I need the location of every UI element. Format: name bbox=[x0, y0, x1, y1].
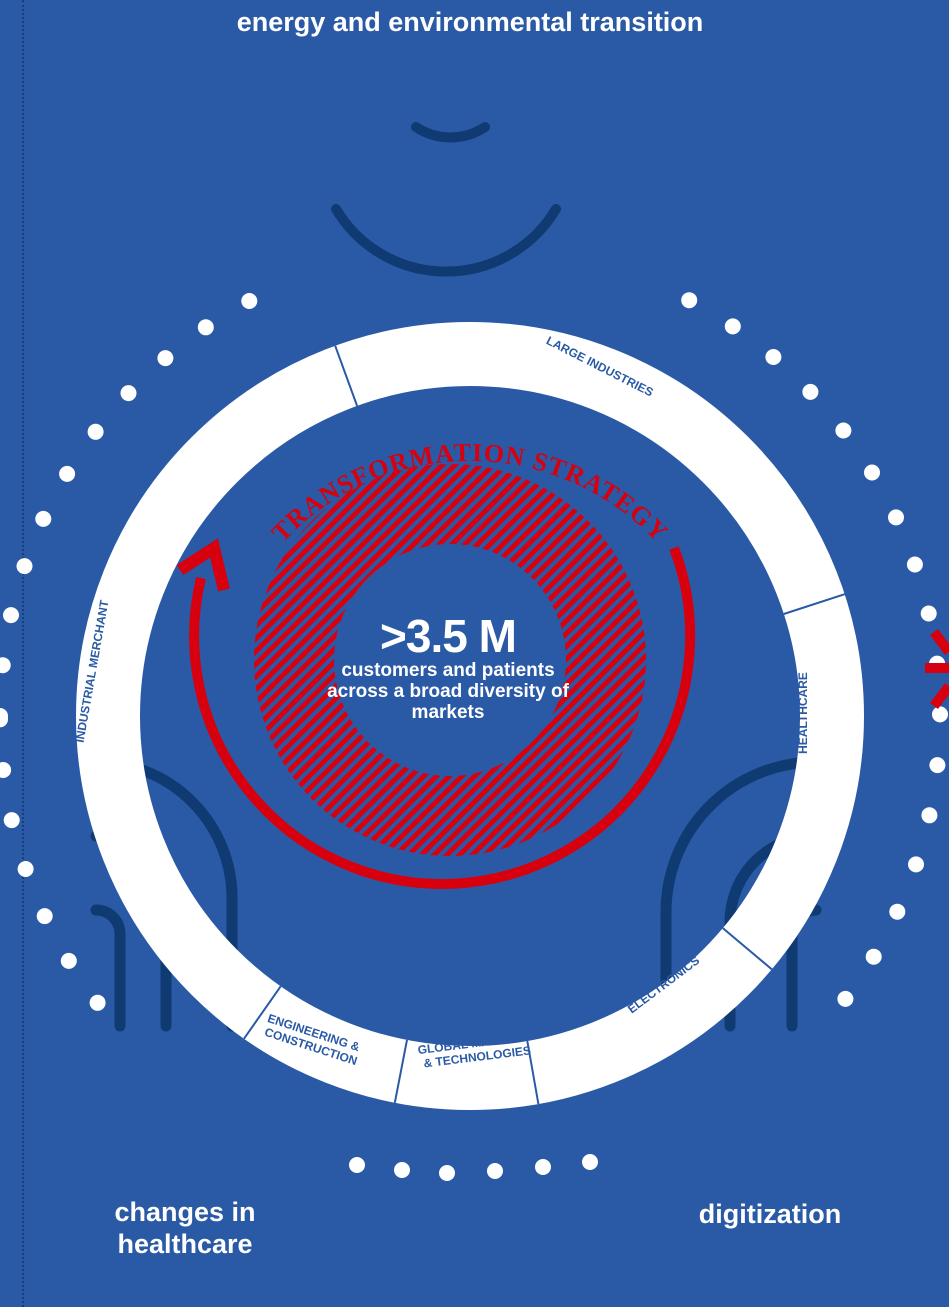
outer-dot bbox=[349, 1157, 365, 1173]
ring-divider bbox=[243, 985, 282, 1040]
market-ring bbox=[76, 322, 864, 1110]
ring-divider bbox=[783, 593, 846, 615]
outer-dot bbox=[681, 292, 698, 309]
outer-dot bbox=[0, 657, 11, 674]
dotted-outer-circle bbox=[0, 292, 948, 1181]
outer-dot bbox=[87, 423, 104, 440]
outer-dot bbox=[864, 464, 880, 481]
outer-dot bbox=[921, 807, 938, 824]
outer-dot bbox=[394, 1162, 410, 1178]
strategy-arrow bbox=[176, 538, 696, 889]
segment-healthcare: HEALTHCARE bbox=[796, 672, 810, 754]
outer-dot bbox=[929, 757, 946, 774]
outer-dot bbox=[932, 706, 948, 723]
outer-dot bbox=[157, 350, 174, 367]
center-stat-value: >3.5 M bbox=[380, 610, 517, 662]
outer-dot bbox=[802, 383, 819, 400]
outer-dot bbox=[89, 994, 106, 1011]
trend-label-digitization: digitization bbox=[698, 1199, 842, 1229]
dotted-divider bbox=[22, 0, 24, 1307]
outer-dot bbox=[16, 558, 33, 575]
trend-label-healthcare: changes in healthcare bbox=[114, 1197, 256, 1259]
outer-dot bbox=[59, 465, 76, 482]
outer-dot bbox=[920, 605, 937, 622]
outer-dot bbox=[908, 856, 924, 873]
signal-waves-top-icon bbox=[331, 122, 561, 277]
outer-dot bbox=[837, 990, 854, 1007]
outer-dot bbox=[120, 385, 137, 402]
outer-dot bbox=[3, 607, 19, 624]
outer-dot bbox=[0, 762, 12, 778]
outer-dot bbox=[3, 812, 20, 829]
outer-dot bbox=[724, 318, 741, 335]
outer-dot bbox=[582, 1154, 598, 1170]
ring-dividers bbox=[243, 345, 846, 1105]
outer-dot bbox=[439, 1165, 455, 1181]
outer-dot bbox=[35, 510, 52, 527]
ring-divider bbox=[526, 1040, 540, 1105]
center-stat: >3.5 M customers and patients across a b… bbox=[318, 612, 578, 723]
trend-label-energy: energy and environmental transition bbox=[236, 7, 704, 37]
ring-divider bbox=[722, 927, 773, 971]
outer-dot bbox=[535, 1159, 551, 1175]
outer-dot bbox=[197, 319, 214, 336]
outer-dot bbox=[865, 948, 882, 965]
outer-dot bbox=[17, 861, 34, 877]
outer-dot bbox=[889, 903, 906, 920]
center-stat-description: customers and patients across a broad di… bbox=[327, 660, 569, 723]
outer-dot bbox=[765, 349, 782, 365]
ring-divider bbox=[393, 1039, 408, 1103]
outer-dot bbox=[906, 556, 923, 573]
outer-dot bbox=[36, 908, 53, 925]
outer-dot bbox=[888, 509, 904, 526]
outer-dot bbox=[0, 711, 8, 728]
hatched-core-ring bbox=[254, 464, 646, 856]
outer-dot bbox=[60, 952, 77, 969]
ring-divider bbox=[334, 345, 359, 407]
outer-dot bbox=[835, 422, 852, 439]
red-arrow-right-icon bbox=[925, 629, 949, 709]
outer-dot bbox=[487, 1163, 503, 1179]
outer-dot bbox=[241, 293, 258, 309]
